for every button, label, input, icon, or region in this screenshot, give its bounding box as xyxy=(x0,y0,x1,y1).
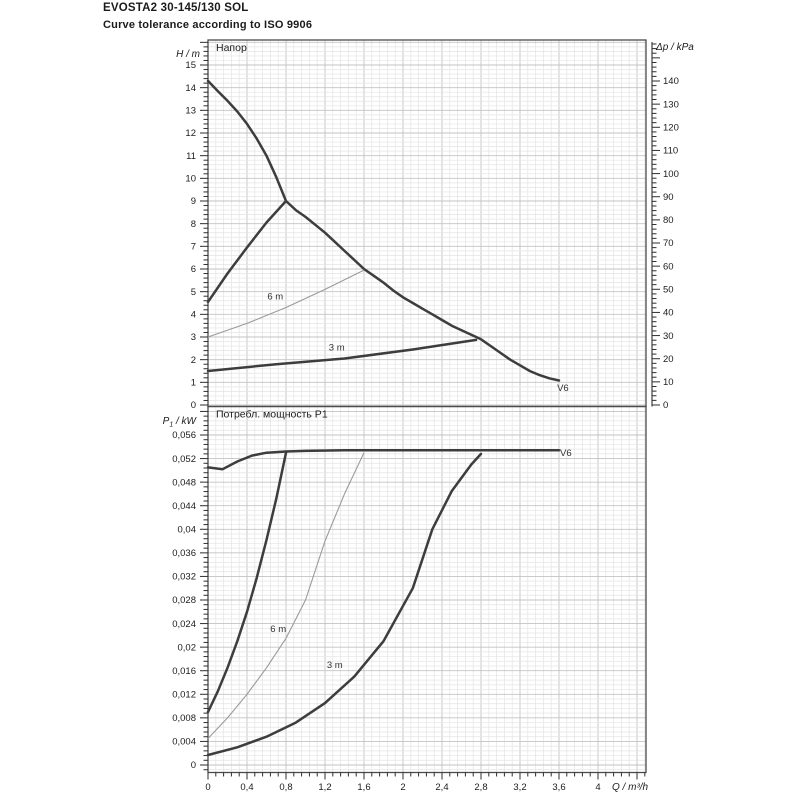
head-y-tick-label: 13 xyxy=(185,106,196,117)
head-y-tick-label: 5 xyxy=(191,287,196,298)
pressure-y-axis: 0 10 20 30 40 50 60 70 80 90 100 110 120 130 140 Δp / k… xyxy=(651,42,694,411)
pressure-y-tick-label: 50 xyxy=(663,284,674,295)
curve-constant-head-3-m xyxy=(206,338,478,373)
head-chart-series: V6 6 m 3 m xyxy=(206,79,569,394)
power-y-tick-label: 0,032 xyxy=(172,572,196,583)
power-y-tick-label: 0,048 xyxy=(172,477,196,488)
flow-x-tick-label: 2 xyxy=(400,782,405,793)
chart-frames xyxy=(207,39,647,774)
head-y-tick-label: 1 xyxy=(191,378,196,389)
curve-min-boundary-head-curve xyxy=(206,199,288,304)
flow-x-tick-label: 0 xyxy=(205,782,210,793)
flow-x-tick-label: 2,8 xyxy=(474,782,487,793)
pressure-y-tick-label: 130 xyxy=(663,99,679,110)
power-y-tick-label: 0,044 xyxy=(172,501,196,512)
head-y-tick-label: 6 xyxy=(191,264,196,275)
curve-power-at-constant-head-3-m xyxy=(206,452,483,757)
power-chart-title-text: Потребл. мощность P1 xyxy=(216,409,328,421)
flow-x-tick-label: 0,4 xyxy=(240,782,253,793)
curve-label-6m: 6 m xyxy=(270,624,286,635)
power-y-tick-label: 0,004 xyxy=(172,737,196,748)
pressure-y-tick-label: 60 xyxy=(663,261,674,272)
curve-min-boundary-power-curve xyxy=(206,451,288,714)
head-y-tick-label: 12 xyxy=(185,128,196,139)
head-y-axis-title: H / m xyxy=(176,49,200,60)
head-y-tick-label: 10 xyxy=(185,174,196,185)
curve-label-V6: V6 xyxy=(557,383,569,394)
power-chart-title: Потребл. мощность P1 xyxy=(216,409,328,421)
curve-power-at-constant-head-6-m xyxy=(207,452,365,739)
page-subtitle: Curve tolerance according to ISO 9906 xyxy=(103,19,313,31)
pressure-y-tick-label: 10 xyxy=(663,377,674,388)
flow-x-tick-label: 4 xyxy=(595,782,600,793)
pressure-y-tick-label: 30 xyxy=(663,331,674,342)
head-y-tick-label: 2 xyxy=(191,355,196,366)
page-title: EVOSTA2 30-145/130 SOL xyxy=(103,2,249,14)
header: EVOSTA2 30-145/130 SOL Curve tolerance a… xyxy=(103,2,312,31)
curve-max-speed-power-curve-V6 xyxy=(206,449,561,471)
power-y-tick-label: 0,024 xyxy=(172,619,196,630)
power-y-tick-label: 0,02 xyxy=(178,642,197,653)
flow-x-tick-label: 1,2 xyxy=(318,782,331,793)
flow-x-tick-label: 3,6 xyxy=(552,782,565,793)
pressure-y-tick-label: 140 xyxy=(663,76,679,87)
power-y-tick-label: 0,016 xyxy=(172,666,196,677)
pressure-y-tick-label: 20 xyxy=(663,354,674,365)
pressure-y-axis-title: Δp / kPa xyxy=(655,42,694,53)
head-y-tick-label: 14 xyxy=(185,83,196,94)
power-y-tick-label: 0,008 xyxy=(172,713,196,724)
flow-x-tick-label: 1,6 xyxy=(357,782,370,793)
head-y-tick-label: 15 xyxy=(185,60,196,71)
power-y-tick-label: 0,036 xyxy=(172,548,196,559)
flow-x-axis-title: Q / m³/h xyxy=(612,782,649,793)
flow-x-tick-label: 3,2 xyxy=(513,782,526,793)
power-y-tick-label: 0,028 xyxy=(172,595,196,606)
power-y-axis: 0 0,004 0,008 0,012 0,016 0,02 0,024 0,028 0,032… xyxy=(163,410,208,771)
flow-x-tick-label: 0,8 xyxy=(279,782,292,793)
curve-label-6m: 6 m xyxy=(267,292,283,303)
head-y-tick-label: 11 xyxy=(186,151,196,162)
power-y-tick-label: 0 xyxy=(191,760,196,771)
curve-constant-head-6-m xyxy=(207,269,365,338)
power-y-axis-title: P1 / kW xyxy=(163,416,198,429)
power-chart-frame xyxy=(207,405,647,774)
pressure-y-tick-label: 70 xyxy=(663,238,674,249)
flow-x-tick-label: 2,4 xyxy=(435,782,448,793)
head-chart-title-text: Напор xyxy=(216,42,247,54)
pressure-y-tick-label: 90 xyxy=(663,192,674,203)
flow-x-axis: 0 0,4 0,8 1,2 1,6 2 2,4 2,8 3,2 3,6 4 Q / m³/h xyxy=(205,772,649,793)
curve-label-3m: 3 m xyxy=(329,343,345,354)
power-y-tick-label: 0,012 xyxy=(172,689,196,700)
pressure-y-tick-label: 40 xyxy=(663,308,674,319)
head-chart-title: Напор xyxy=(216,42,247,54)
head-y-tick-label: 3 xyxy=(191,332,196,343)
pressure-y-tick-label: 120 xyxy=(663,122,679,133)
head-y-tick-label: 9 xyxy=(191,196,196,207)
curve-max-speed-head-curve-V6 xyxy=(206,79,561,382)
head-y-tick-label: 4 xyxy=(191,310,196,321)
head-y-tick-label: 0 xyxy=(191,400,196,411)
power-y-tick-label: 0,052 xyxy=(172,454,196,465)
head-chart-grid xyxy=(208,40,646,407)
head-y-tick-label: 8 xyxy=(191,219,196,230)
curve-label-3m: 3 m xyxy=(327,660,343,671)
pressure-y-tick-label: 0 xyxy=(663,400,668,411)
power-y-tick-label: 0,056 xyxy=(172,430,196,441)
power-chart-series: V6 6 m 3 m xyxy=(206,448,572,757)
curve-label-V6: V6 xyxy=(560,448,572,459)
pressure-y-tick-label: 110 xyxy=(663,146,678,157)
power-chart-grid xyxy=(208,406,646,773)
pressure-y-tick-label: 100 xyxy=(663,169,679,180)
head-y-tick-label: 7 xyxy=(191,242,196,253)
power-y-tick-label: 0,04 xyxy=(178,524,197,535)
pressure-y-tick-label: 80 xyxy=(663,215,674,226)
